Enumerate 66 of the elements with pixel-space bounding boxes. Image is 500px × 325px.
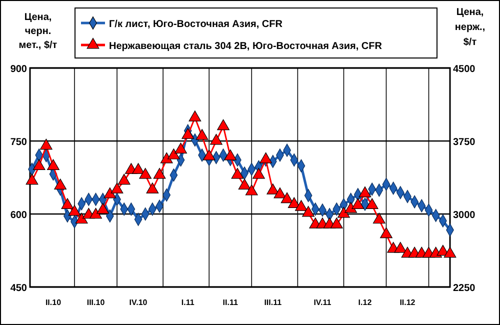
point bbox=[68, 204, 81, 216]
point bbox=[61, 198, 74, 209]
point bbox=[295, 200, 308, 211]
point bbox=[238, 178, 251, 190]
point bbox=[26, 174, 38, 185]
point bbox=[330, 218, 343, 228]
y2-tick-label: 2250 bbox=[453, 283, 476, 294]
y2-tick-label: 3000 bbox=[453, 210, 476, 221]
y2-tick-label: 4500 bbox=[453, 64, 476, 75]
point bbox=[372, 212, 386, 224]
point bbox=[75, 212, 88, 224]
point bbox=[196, 129, 208, 140]
point bbox=[358, 186, 372, 198]
point bbox=[139, 168, 152, 179]
point bbox=[188, 110, 202, 122]
point bbox=[344, 202, 357, 213]
y-tick-label: 750 bbox=[10, 137, 28, 148]
point bbox=[302, 206, 314, 217]
point bbox=[245, 184, 258, 196]
legend-label: Нержавеющая сталь 304 2В, Юго-Восточная Азия, CFR bbox=[109, 41, 383, 52]
point bbox=[47, 159, 60, 170]
point bbox=[444, 246, 456, 258]
point bbox=[90, 208, 102, 219]
y-tick-label: 600 bbox=[10, 210, 28, 221]
point bbox=[366, 198, 378, 209]
point bbox=[210, 134, 222, 145]
point bbox=[352, 198, 364, 209]
x-tick-label: III.11 bbox=[264, 298, 282, 307]
point bbox=[394, 242, 407, 253]
x-tick-label: II.12 bbox=[400, 298, 416, 307]
x-tick-label: I.12 bbox=[358, 298, 372, 307]
y-tick-label: 450 bbox=[10, 283, 28, 294]
point bbox=[217, 119, 230, 130]
y-tick-label: 900 bbox=[10, 64, 28, 75]
legend-label: Г/к лист, Юго-Восточная Азия, CFR bbox=[109, 19, 284, 30]
x-tick-label: III.10 bbox=[86, 298, 106, 307]
point bbox=[96, 203, 110, 214]
point bbox=[182, 128, 194, 139]
x-tick-label: II.11 bbox=[222, 298, 238, 307]
point bbox=[104, 187, 116, 198]
point bbox=[146, 182, 159, 194]
point bbox=[168, 148, 180, 160]
point bbox=[110, 182, 124, 194]
point bbox=[380, 227, 392, 238]
point bbox=[338, 206, 350, 218]
x-tick-label: IV.10 bbox=[129, 298, 148, 307]
x-tick-label: I.11 bbox=[181, 298, 195, 307]
point bbox=[174, 142, 187, 154]
y2-axis-title: Цена, нерж., $/т bbox=[454, 7, 486, 48]
point bbox=[274, 187, 286, 198]
point bbox=[153, 168, 166, 179]
point bbox=[118, 174, 130, 185]
point bbox=[202, 149, 216, 160]
point bbox=[280, 192, 294, 204]
x-tick-label: IV.11 bbox=[314, 298, 332, 307]
point bbox=[132, 163, 144, 174]
point bbox=[32, 159, 46, 170]
point bbox=[54, 178, 67, 190]
y-axis-title: Цена, черн. мет., $/т bbox=[18, 12, 58, 51]
point bbox=[252, 168, 265, 179]
point bbox=[260, 152, 272, 164]
x-tick-label: II.10 bbox=[45, 298, 62, 307]
point bbox=[231, 168, 244, 179]
y2-tick-label: 3750 bbox=[453, 137, 476, 148]
point bbox=[224, 149, 237, 160]
point bbox=[40, 138, 52, 150]
